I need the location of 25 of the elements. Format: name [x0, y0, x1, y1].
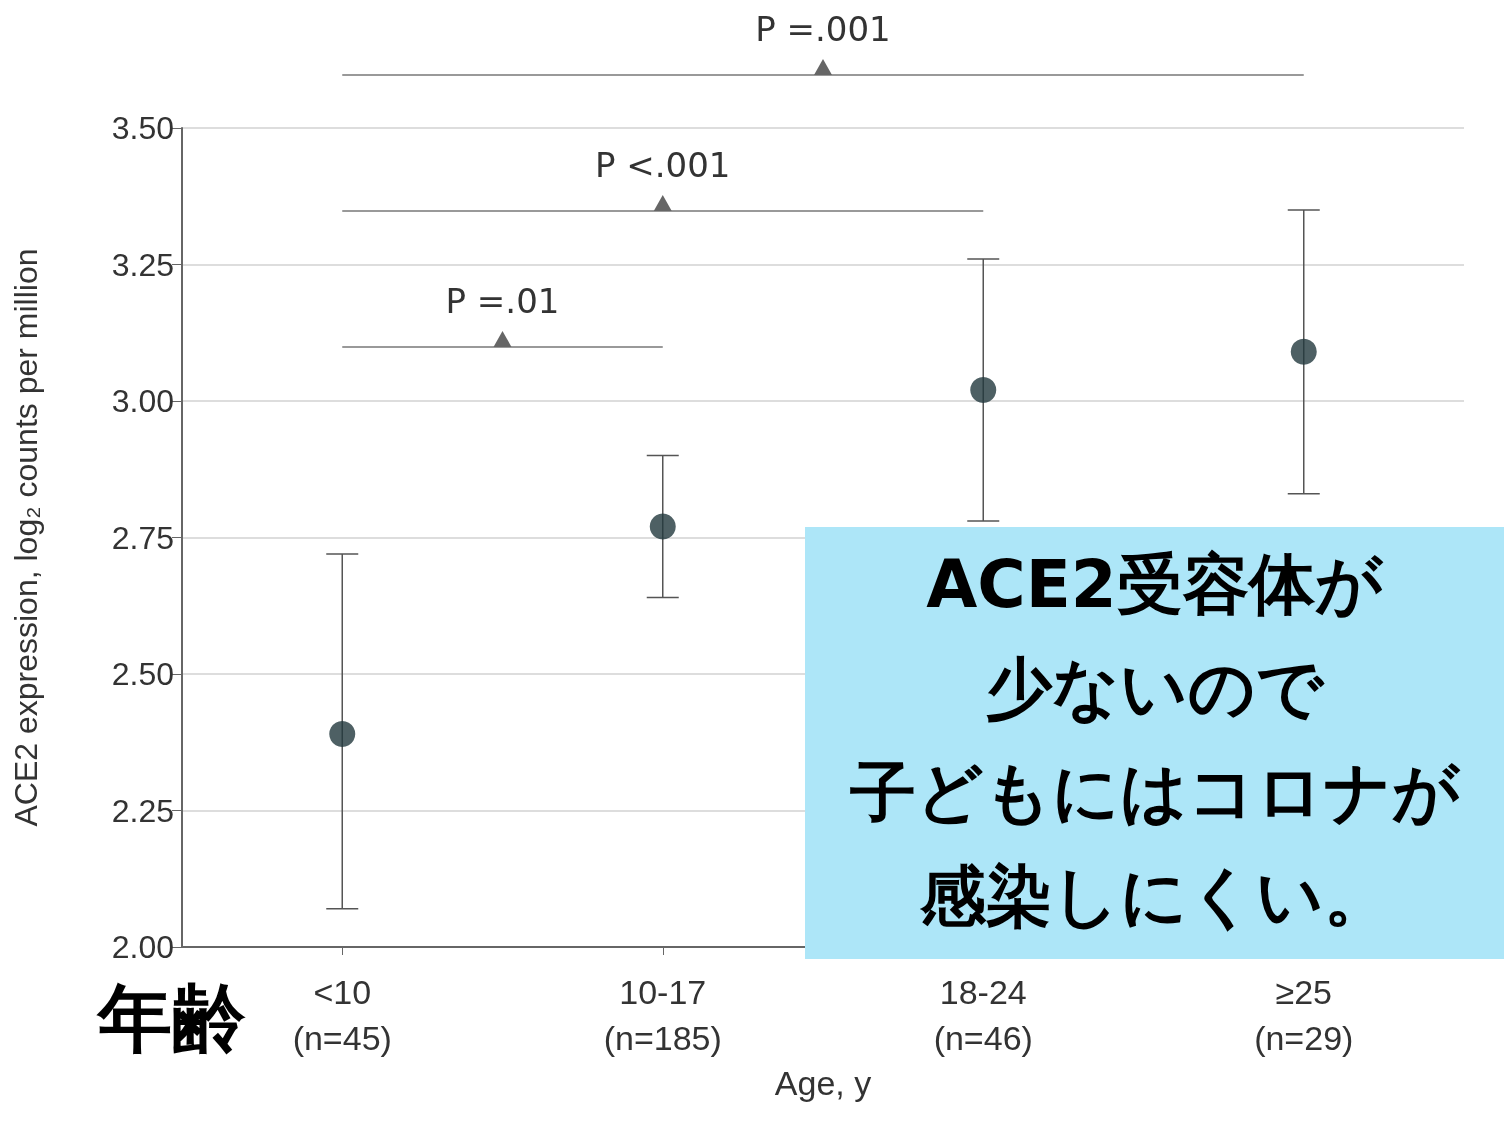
x-tick-label: 10-17 (n=185) [603, 973, 722, 1057]
y-tick-label: 3.00 [111, 383, 174, 419]
annotation: 少ないので [984, 649, 1326, 729]
annotation: 子どもにはコロナが [848, 753, 1461, 833]
x-tick-label: ≥25 (n=29) [1254, 973, 1354, 1057]
y-tick-label: 2.50 [111, 656, 174, 692]
annotation: ACE2受容体が [925, 545, 1384, 625]
x-tick-label: 18-24 (n=46) [933, 973, 1033, 1057]
annotation: P =.01 [444, 281, 561, 321]
x-axis-title: Age, y [774, 1063, 872, 1102]
text: P =.001 [754, 9, 892, 49]
y-tick-label: 2.75 [111, 519, 174, 556]
point [329, 721, 356, 748]
point [649, 513, 676, 540]
y-axis-title: ACE2 expression, log₂ counts per million [8, 248, 44, 827]
y-tick-label: 2.25 [111, 792, 174, 829]
point [970, 377, 997, 404]
annotation: P <.001 [594, 145, 732, 185]
y-tick-label: 3.25 [111, 246, 174, 283]
annotation: 感染しにくい。 [918, 857, 1391, 937]
y-tick-label: 2.00 [111, 929, 174, 965]
text: 年齢 [98, 974, 246, 1063]
x-tick-label: <10 (n=45) [292, 973, 392, 1057]
point [1290, 338, 1317, 365]
y-tick-label: 3.50 [111, 110, 174, 146]
